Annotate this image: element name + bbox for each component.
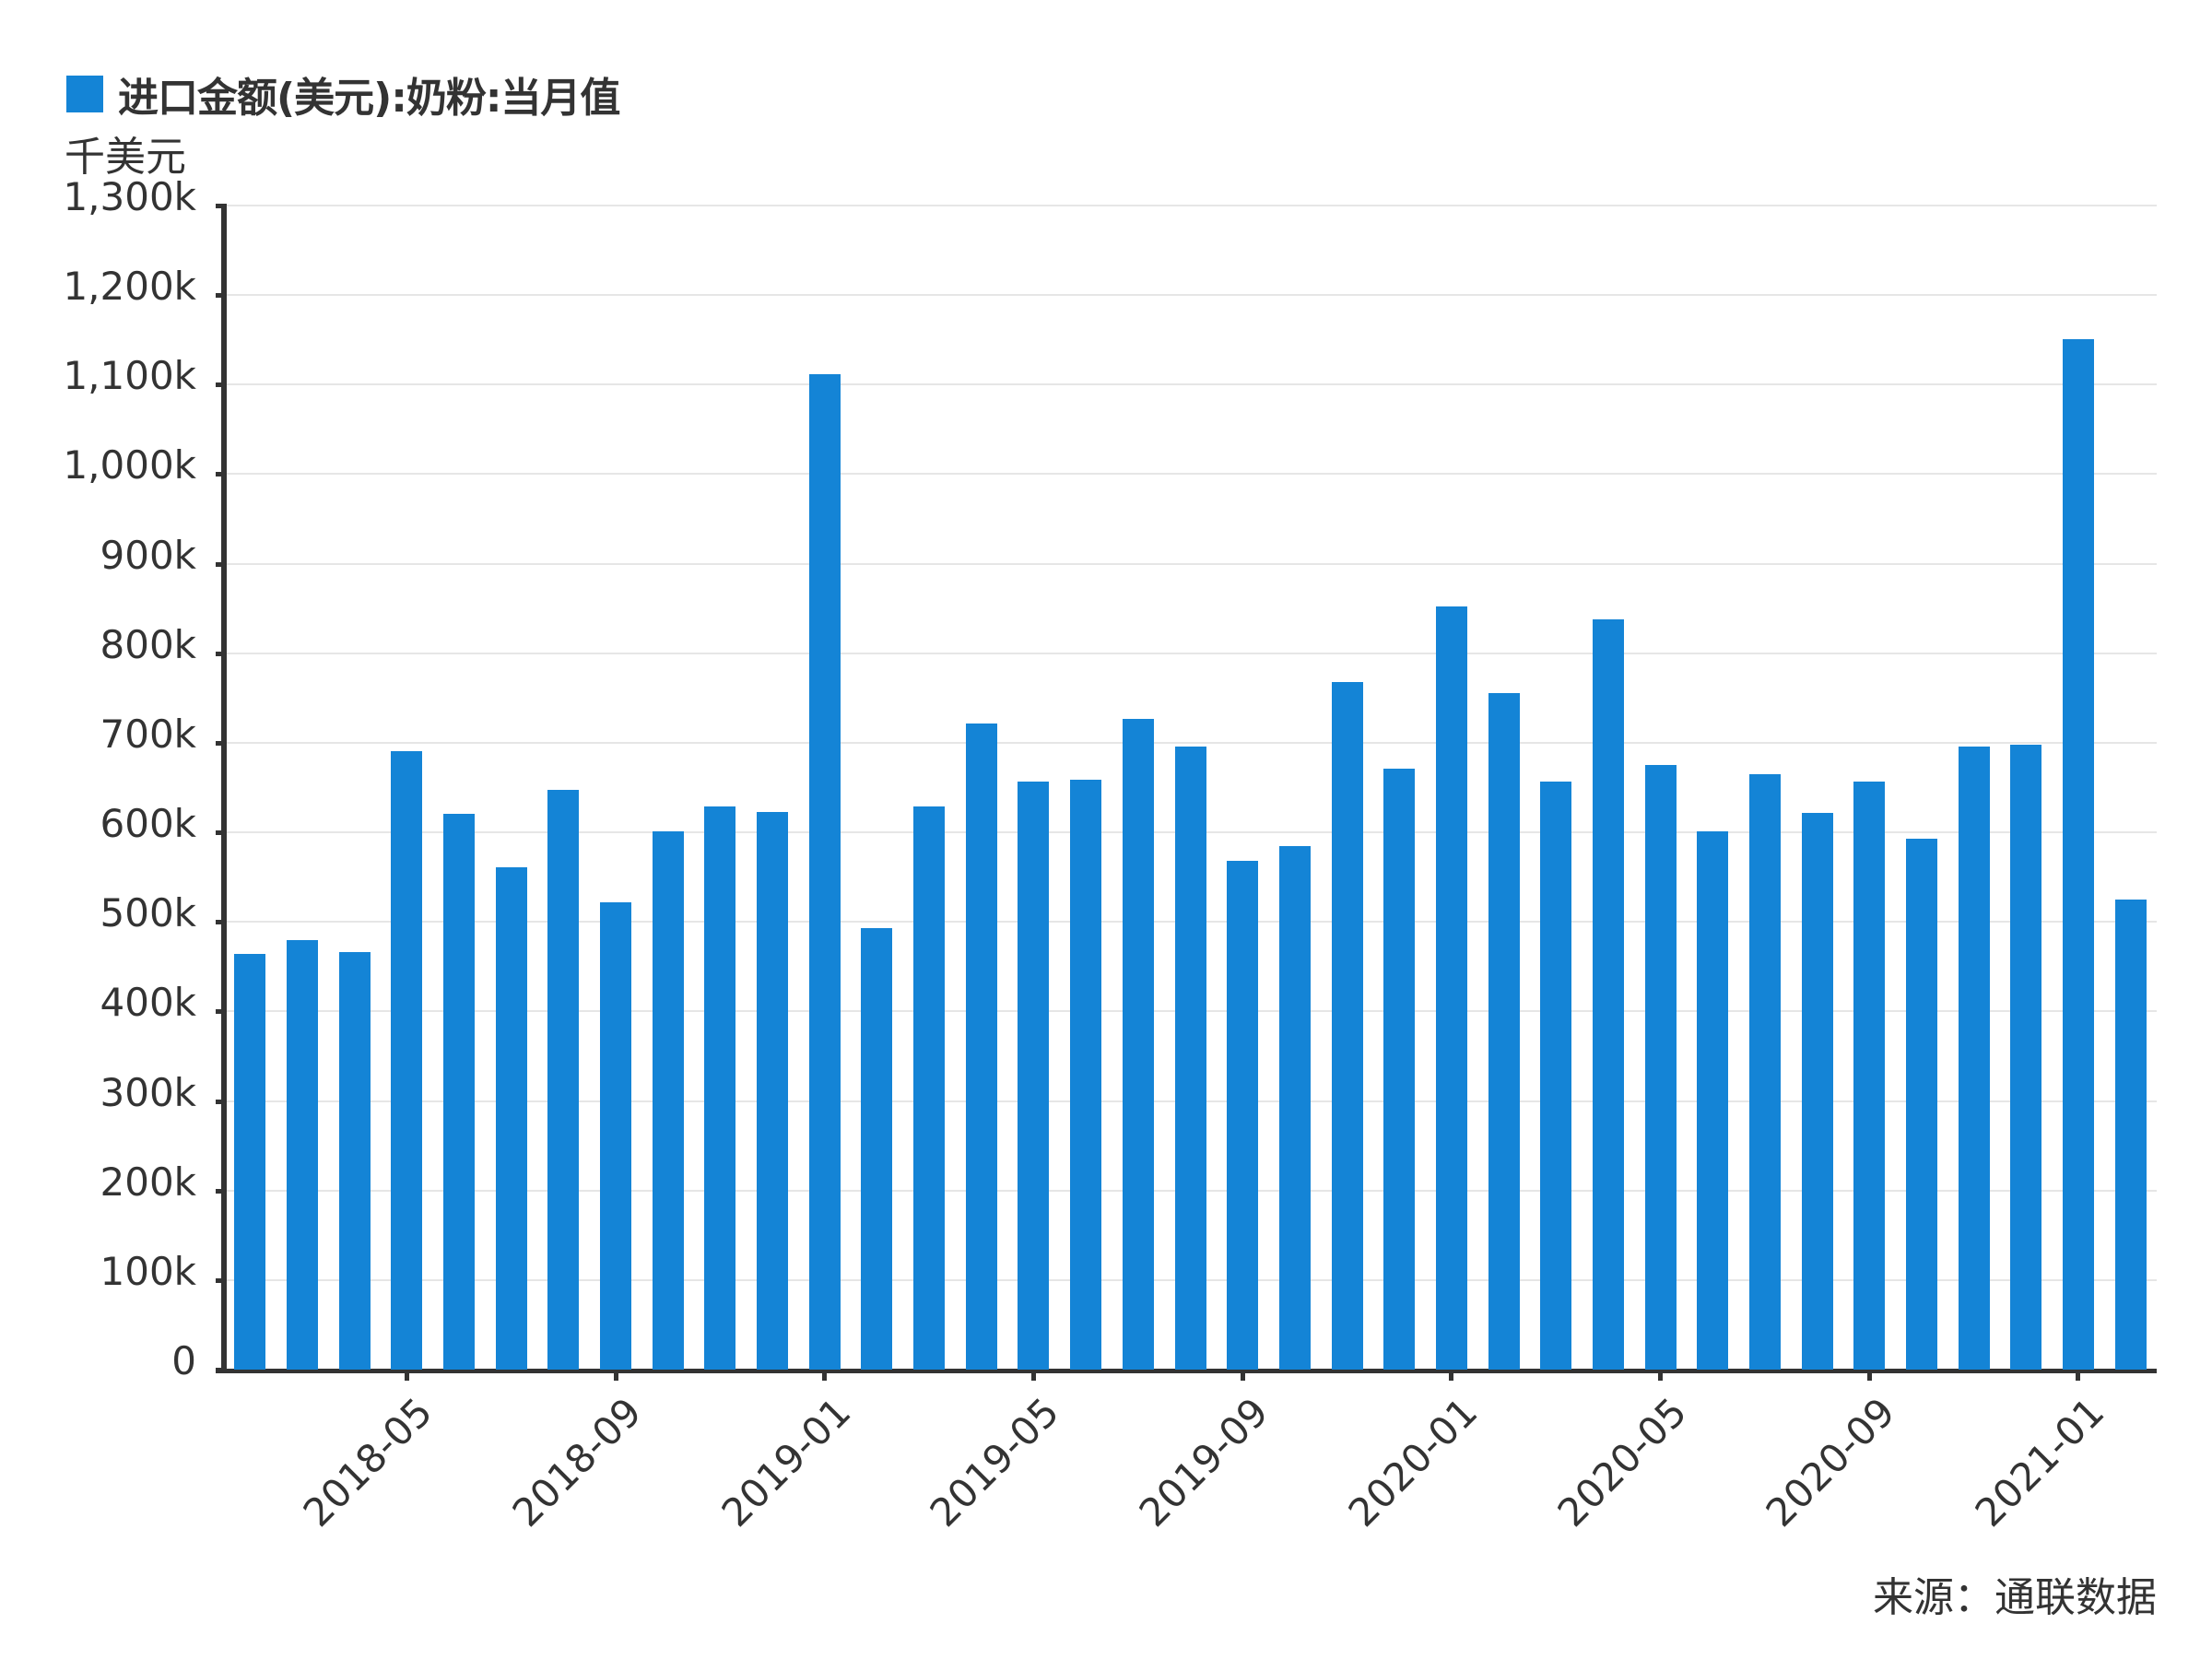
legend: 进口金额(美元):奶粉:当月值 [66, 70, 620, 122]
y-tick-label: 200k [100, 1159, 197, 1205]
bar-2018-11[interactable] [704, 806, 736, 1370]
y-tick-label: 400k [100, 980, 197, 1026]
bar-2021-02[interactable] [2114, 899, 2147, 1370]
x-tick-label: 2018-09 [503, 1389, 651, 1535]
bar-2019-09[interactable] [1227, 861, 1259, 1370]
bar-2020-10[interactable] [1905, 838, 1937, 1370]
y-tick-mark [216, 1277, 222, 1283]
y-tick-mark [216, 830, 222, 836]
gridline [227, 294, 2157, 297]
x-tick-mark [1658, 1371, 1664, 1381]
bar-2019-07[interactable] [1122, 718, 1154, 1370]
y-tick-label: 500k [100, 890, 197, 936]
bar-2018-08[interactable] [547, 790, 580, 1370]
y-tick-label: 600k [100, 801, 197, 847]
bar-2019-12[interactable] [1383, 769, 1416, 1370]
y-tick-label: 700k [100, 711, 197, 757]
y-tick-mark [216, 382, 222, 388]
x-tick-mark [1240, 1371, 1245, 1381]
bar-2020-05[interactable] [1644, 765, 1677, 1370]
x-tick-mark [1030, 1371, 1036, 1381]
y-tick-label: 1,000k [63, 442, 196, 488]
x-tick-label: 2020-01 [1339, 1389, 1487, 1535]
y-tick-mark [216, 1368, 222, 1372]
y-tick-label: 0 [171, 1338, 196, 1383]
bar-2020-03[interactable] [1540, 781, 1572, 1370]
x-tick-label: 2021-01 [1966, 1389, 2113, 1535]
y-tick-mark [216, 740, 222, 746]
y-tick-label: 300k [100, 1069, 197, 1115]
gridline [227, 473, 2157, 476]
bar-2020-09[interactable] [1853, 781, 1886, 1370]
y-axis-line [221, 204, 227, 1372]
gridline [227, 741, 2157, 744]
bar-2019-11[interactable] [1331, 681, 1363, 1370]
x-tick-label: 2019-05 [922, 1389, 1068, 1535]
y-tick-label: 1,300k [63, 174, 196, 219]
gridline [227, 652, 2157, 654]
bar-2018-04[interactable] [338, 952, 371, 1370]
bar-2018-10[interactable] [652, 831, 684, 1370]
bar-2020-04[interactable] [1592, 618, 1624, 1370]
x-tick-label: 2018-05 [294, 1389, 441, 1535]
bar-2018-05[interactable] [391, 750, 423, 1370]
x-tick-mark [822, 1371, 828, 1381]
y-tick-label: 1,100k [63, 353, 196, 399]
bar-2019-03[interactable] [913, 806, 946, 1370]
y-tick-mark [216, 1099, 222, 1104]
bar-2020-12[interactable] [2010, 744, 2042, 1370]
legend-label: 进口金额(美元):奶粉:当月值 [118, 75, 620, 122]
bar-2020-06[interactable] [1697, 831, 1729, 1370]
bar-2019-01[interactable] [808, 373, 841, 1370]
x-tick-mark [1449, 1371, 1454, 1381]
x-axis-line [216, 1369, 2157, 1373]
bar-2020-02[interactable] [1488, 692, 1520, 1370]
y-tick-mark [216, 204, 222, 208]
x-tick-label: 2019-09 [1130, 1389, 1277, 1535]
x-tick-label: 2019-01 [712, 1389, 860, 1535]
y-tick-mark [216, 1188, 222, 1194]
y-axis-unit-label: 千美元 [65, 134, 186, 181]
bar-2019-08[interactable] [1174, 746, 1206, 1370]
bar-2018-02[interactable] [234, 954, 266, 1370]
x-tick-mark [613, 1371, 618, 1381]
bar-2018-09[interactable] [600, 901, 632, 1370]
bar-2019-10[interactable] [1278, 845, 1311, 1370]
x-tick-label: 2020-09 [1757, 1389, 1904, 1535]
bar-2020-08[interactable] [1801, 812, 1833, 1370]
bar-2021-01[interactable] [2062, 338, 2094, 1370]
bar-2020-01[interactable] [1435, 606, 1467, 1370]
bar-2018-06[interactable] [443, 813, 476, 1370]
gridline [227, 562, 2157, 565]
bar-2018-12[interactable] [757, 811, 789, 1370]
bar-2019-02[interactable] [861, 928, 893, 1370]
x-tick-label: 2020-05 [1548, 1389, 1695, 1535]
y-tick-label: 800k [100, 621, 197, 667]
y-tick-mark [216, 293, 222, 299]
bar-2019-05[interactable] [1018, 781, 1050, 1370]
y-tick-mark [216, 561, 222, 567]
gridline [227, 205, 2157, 206]
x-tick-mark [1866, 1371, 1872, 1381]
bar-2020-07[interactable] [1748, 773, 1781, 1370]
y-tick-label: 1,200k [63, 264, 196, 310]
y-tick-mark [216, 920, 222, 925]
y-tick-label: 900k [100, 532, 197, 578]
x-tick-mark [2076, 1371, 2081, 1381]
y-tick-mark [216, 1009, 222, 1015]
x-tick-mark [404, 1371, 409, 1381]
y-tick-mark [216, 651, 222, 656]
bar-2020-11[interactable] [1958, 746, 1990, 1370]
bar-2019-06[interactable] [1070, 779, 1102, 1370]
gridline [227, 383, 2157, 386]
bar-2018-07[interactable] [495, 866, 527, 1370]
y-tick-label: 100k [100, 1248, 197, 1294]
y-tick-mark [216, 472, 222, 477]
source-note: 来源：通联数据 [1873, 1574, 2157, 1621]
legend-swatch-icon [66, 76, 103, 112]
bar-2018-03[interactable] [287, 939, 318, 1370]
bar-2019-04[interactable] [965, 723, 997, 1370]
